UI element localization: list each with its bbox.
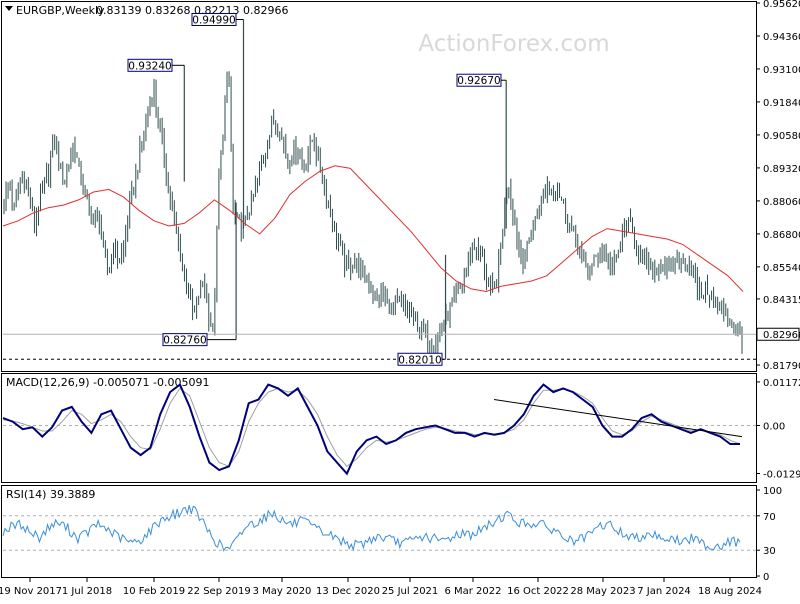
annotation-label: 0.82760 [163,335,206,347]
annotation-box [456,73,502,87]
ma-line [2,165,744,293]
macd-y-tick-label: 0.00 [763,421,785,432]
x-tick-label: 16 Oct 2022 [507,586,569,597]
rsi-panel-frame [1,485,757,578]
x-tick-label: 19 Nov 2017 [0,586,62,597]
x-tick-label: 1 Jul 2018 [62,586,112,597]
watermark: ActionForex.com [418,31,609,57]
signal-line [2,387,741,467]
dropdown-triangle-icon[interactable] [5,6,13,11]
rsi-y-tick-label: 70 [763,512,776,523]
y-tick-label: 0.84315 [763,295,800,306]
rsi-y-tick-label: 30 [763,546,776,557]
macd-plot [2,383,756,476]
x-tick-label: 28 May 2023 [570,586,635,597]
annotation-label: 0.92670 [457,75,500,87]
macd-title: MACD(12,26,9) -0.005071 -0.005091 [6,376,209,389]
macd-panel-frame [1,373,757,483]
annotation-box [127,58,173,72]
x-tick-label: 10 Feb 2019 [123,586,185,597]
x-tick-label: 18 Aug 2024 [698,586,762,597]
rsi-plot [2,505,756,552]
macd-y-tick-label: 0.011727 [763,378,800,389]
symbol-label: EURGBP,Weekly [16,4,105,17]
x-tick-label: 13 Dec 2020 [316,586,380,597]
annotation-box [397,352,443,366]
x-tick-label: 7 Jan 2024 [637,586,691,597]
ohlc-label: 0.83139 0.83268 0.82213 0.82966 [96,4,288,17]
rsi-title: RSI(14) 39.3889 [6,488,95,501]
annotation-box [191,12,237,26]
price-panel-frame [1,1,757,372]
x-tick-label: 6 Mar 2022 [444,586,501,597]
price-plot: 0.93240 0.94990 0.92670 0.82760 0.82010 [2,12,756,366]
annotation-box [162,333,208,347]
rsi-y-tick-label: 0 [763,572,769,583]
macd-y-tick-label: -0.012951 [763,470,800,481]
x-tick-label: 25 Jul 2021 [382,586,439,597]
x-tick-label: 22 Sep 2019 [187,586,250,597]
annotation-label: 0.82010 [398,354,441,366]
current-price-box [756,327,800,341]
x-tick-label: 3 May 2020 [253,586,312,597]
rsi-line [2,505,741,552]
macd-line [2,383,740,476]
rsi-y-tick-label: 100 [763,486,782,497]
annotation-label: 0.94990 [192,14,235,26]
y-tick-label: 0.82966 [763,330,800,341]
annotation-label: 0.93240 [128,60,171,72]
macd-trendline [493,398,743,438]
